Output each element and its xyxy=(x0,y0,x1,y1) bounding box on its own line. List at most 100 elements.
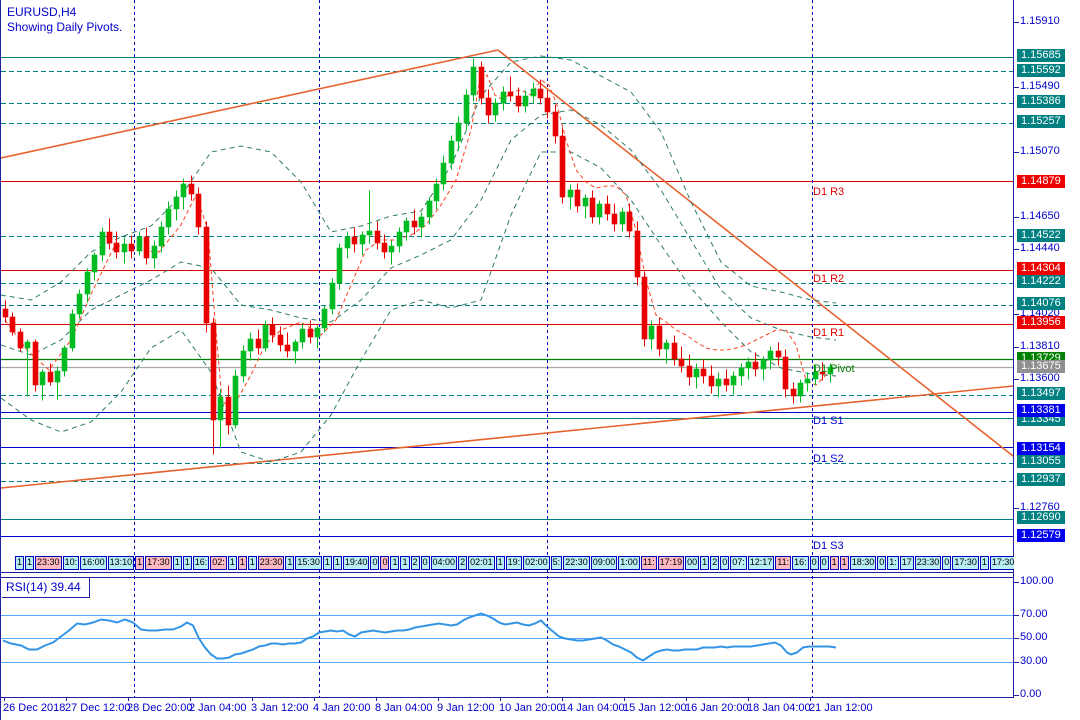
trade-tag[interactable]: 09:00 xyxy=(590,556,618,570)
axis-tick-1.13810: 1.13810 xyxy=(1014,340,1060,352)
price-level-box-1.13956: 1.13956 xyxy=(1017,316,1065,329)
trade-tag[interactable]: 1 xyxy=(25,556,35,570)
trade-tag[interactable]: 1 xyxy=(172,556,182,570)
trade-tag[interactable]: 23:30 xyxy=(257,556,285,570)
time-label: 3 Jan 12:00 xyxy=(251,702,309,714)
trade-tag[interactable]: 1 xyxy=(285,556,295,570)
time-label: 18 Jan 04:00 xyxy=(747,702,811,714)
trade-tag[interactable]: 2 xyxy=(710,556,720,570)
trade-tag[interactable]: 17:30 xyxy=(989,556,1017,570)
trade-tag[interactable]: 1 xyxy=(182,556,192,570)
price-level-box-1.14222: 1.14222 xyxy=(1017,275,1065,288)
axis-tick-100.00: 100.00 xyxy=(1014,575,1054,587)
trade-tag[interactable]: 07: xyxy=(730,556,747,570)
time-label: 26 Dec 2018 xyxy=(3,702,66,714)
axis-tick-50.00: 50.00 xyxy=(1014,631,1048,643)
axis-tick-70.00: 70.00 xyxy=(1014,608,1048,620)
time-label: 10 Jan 20:00 xyxy=(499,702,563,714)
trade-tag[interactable]: 17 xyxy=(899,556,914,570)
pivot-label-d1-s3: D1 S3 xyxy=(813,540,844,552)
axis-tick-1.14650: 1.14650 xyxy=(1014,210,1060,222)
trade-tag[interactable]: 23:30 xyxy=(35,556,62,570)
trade-tag[interactable]: 19:40 xyxy=(342,556,370,570)
trade-tag[interactable]: 16: xyxy=(192,556,210,570)
price-level-box-1.12937: 1.12937 xyxy=(1017,473,1065,486)
trade-tag[interactable]: 0 xyxy=(942,556,952,570)
trade-tag[interactable]: 1 xyxy=(390,556,400,570)
trade-tag[interactable]: 1 xyxy=(322,556,332,570)
price-level-box-1.13497: 1.13497 xyxy=(1017,387,1065,400)
rsi-indicator-label: RSI(14) 39.44 xyxy=(2,578,90,598)
trade-tag[interactable]: 1 xyxy=(495,556,505,570)
trade-tag[interactable]: 02: xyxy=(210,556,227,570)
trade-tag[interactable]: 17:30 xyxy=(145,556,172,570)
trade-tag[interactable]: 1 xyxy=(227,556,237,570)
trade-tag[interactable]: 15:30 xyxy=(295,556,322,570)
trade-tag[interactable]: 0 xyxy=(420,556,430,570)
trade-tag[interactable]: 19: xyxy=(505,556,523,570)
price-level-box-1.13154: 1.13154 xyxy=(1017,442,1065,455)
pivot-label-d1-r1: D1 R1 xyxy=(813,327,845,339)
time-label: 27 Dec 12:00 xyxy=(65,702,131,714)
price-level-box-1.12690: 1.12690 xyxy=(1017,511,1065,524)
time-label: 4 Jan 20:00 xyxy=(313,702,371,714)
price-level-box-1.13381: 1.13381 xyxy=(1017,404,1065,417)
trade-tag[interactable]: 0 xyxy=(819,556,829,570)
trade-tag[interactable]: 23:30 xyxy=(914,556,942,570)
trade-tag[interactable]: 1 xyxy=(839,556,849,570)
trade-tag[interactable]: 17:19 xyxy=(657,556,685,570)
trade-tag[interactable]: 16:00 xyxy=(80,556,107,570)
trade-tag[interactable]: 00 xyxy=(685,556,700,570)
price-axis[interactable]: 1.15910 1.15490 1.15070 1.14650 1.14440 1.140… xyxy=(1013,0,1080,720)
indicator-subtitle: Showing Daily Pivots. xyxy=(7,20,123,34)
trade-tag[interactable]: 11: xyxy=(775,556,792,570)
axis-tick-1.14440: 1.14440 xyxy=(1014,242,1060,254)
pivot-label-d1-pivot: D1 Pivot xyxy=(813,363,855,375)
price-level-box-1.15386: 1.15386 xyxy=(1017,95,1065,108)
trade-tag[interactable]: 2 xyxy=(458,556,468,570)
trade-tag[interactable]: 5: xyxy=(550,556,563,570)
trade-tag[interactable]: 22:30 xyxy=(563,556,590,570)
trade-tag[interactable]: 1 xyxy=(247,556,257,570)
trade-tag[interactable]: 1 xyxy=(700,556,710,570)
trade-tag[interactable]: 0 xyxy=(877,556,887,570)
trade-tag[interactable]: 17:30 xyxy=(952,556,979,570)
trade-tag[interactable]: 11: xyxy=(640,556,657,570)
trade-tag[interactable]: 0 xyxy=(720,556,730,570)
trade-tag[interactable]: 02:01 xyxy=(468,556,495,570)
price-level-box-1.14304: 1.14304 xyxy=(1017,262,1065,275)
trade-tag[interactable]: 18:30 xyxy=(849,556,877,570)
trade-tag[interactable]: 04:00 xyxy=(430,556,458,570)
trade-tag[interactable]: 13:10 xyxy=(107,556,135,570)
trade-tag[interactable]: 1 xyxy=(829,556,839,570)
trade-tag[interactable]: 1 xyxy=(400,556,410,570)
axis-tick-1.13600: 1.13600 xyxy=(1014,372,1060,384)
pivot-label-d1-s2: D1 S2 xyxy=(813,453,844,465)
trade-tag[interactable]: 1 xyxy=(135,556,145,570)
time-label: 21 Jan 12:00 xyxy=(809,702,873,714)
trade-tag[interactable]: 1:00 xyxy=(618,556,640,570)
trade-tag[interactable]: 10: xyxy=(62,556,80,570)
trade-tag[interactable]: 16: xyxy=(792,556,809,570)
trade-tag[interactable]: 1 xyxy=(332,556,342,570)
time-label: 8 Jan 04:00 xyxy=(375,702,433,714)
price-level-box-1.14879: 1.14879 xyxy=(1017,175,1065,188)
price-level-box-1.14076: 1.14076 xyxy=(1017,297,1065,310)
trade-tag[interactable]: 2 xyxy=(410,556,420,570)
trade-tag[interactable]: 0 xyxy=(370,556,380,570)
pivot-label-d1-s1: D1 S1 xyxy=(813,415,844,427)
time-label: 16 Jan 20:00 xyxy=(685,702,749,714)
trade-tag[interactable]: 0 xyxy=(809,556,819,570)
time-label: 14 Jan 04:00 xyxy=(561,702,625,714)
trade-tag[interactable]: 1 xyxy=(979,556,989,570)
trade-tag[interactable]: 1 xyxy=(15,556,25,570)
trade-tag[interactable]: 0 xyxy=(380,556,390,570)
trade-tag[interactable]: 1: xyxy=(887,556,899,570)
trade-tag[interactable]: 1 xyxy=(237,556,247,570)
trade-tag[interactable]: 02:00 xyxy=(523,556,550,570)
trade-tag[interactable]: 12:17 xyxy=(747,556,775,570)
price-level-box-1.12579: 1.12579 xyxy=(1017,529,1065,542)
chart-header: EURUSD,H4 Showing Daily Pivots. xyxy=(7,5,122,35)
